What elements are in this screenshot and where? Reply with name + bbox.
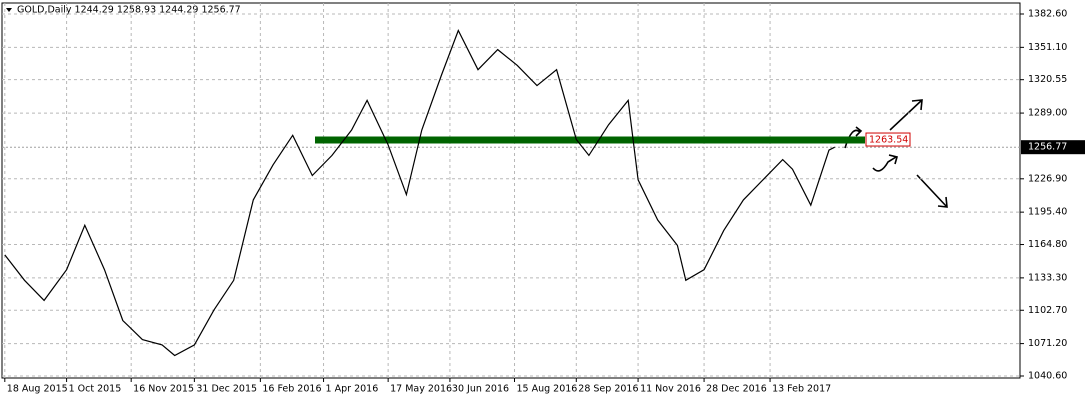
x-tick-label: 1 Oct 2015 bbox=[69, 384, 122, 395]
y-tick-label: 1320.55 bbox=[1028, 74, 1067, 85]
arrow bbox=[916, 174, 948, 208]
x-tick-label: 11 Nov 2016 bbox=[640, 384, 701, 395]
x-tick-label: 18 Aug 2015 bbox=[7, 384, 68, 395]
y-tick-label: 1164.80 bbox=[1028, 239, 1067, 250]
arrow bbox=[872, 154, 898, 172]
y-tick-label: 1289.00 bbox=[1028, 108, 1067, 119]
plot-frame bbox=[1, 2, 1021, 379]
level-label-box bbox=[865, 132, 911, 147]
y-tick-label: 1040.60 bbox=[1028, 370, 1067, 381]
x-tick-label: 28 Dec 2016 bbox=[706, 384, 767, 395]
x-tick-label: 16 Feb 2016 bbox=[262, 384, 321, 395]
y-tick-label: 1102.70 bbox=[1028, 305, 1067, 316]
y-tick-label: 1226.90 bbox=[1028, 173, 1067, 184]
y-tick-label: 1195.40 bbox=[1028, 207, 1067, 218]
arrow-head bbox=[855, 126, 863, 137]
y-tick-label: 1351.10 bbox=[1028, 42, 1067, 53]
arrow bbox=[889, 99, 923, 131]
x-tick-label: 28 Sep 2016 bbox=[578, 384, 638, 395]
menu-icon[interactable] bbox=[6, 8, 12, 12]
x-tick-label: 16 Nov 2015 bbox=[133, 384, 194, 395]
chart-title: GOLD,Daily 1244.29 1258.93 1244.29 1256.… bbox=[17, 5, 241, 16]
y-tick-label: 1382.60 bbox=[1028, 9, 1067, 20]
y-tick-label: 1133.30 bbox=[1028, 272, 1067, 283]
current-price-box bbox=[1021, 140, 1085, 155]
annotation-arrows bbox=[844, 99, 948, 208]
x-tick-label: 15 Aug 2016 bbox=[517, 384, 578, 395]
arrow bbox=[844, 129, 861, 149]
y-tick-label: 1071.20 bbox=[1028, 338, 1067, 349]
current-price-label: 1256.77 bbox=[1028, 142, 1067, 153]
price-line bbox=[4, 29, 835, 357]
x-tick-label: 1 Apr 2016 bbox=[326, 384, 379, 395]
x-tick-label: 31 Dec 2015 bbox=[196, 384, 257, 395]
x-tick-label: 30 Jun 2016 bbox=[452, 384, 509, 395]
x-tick-label: 17 May 2016 bbox=[390, 384, 452, 395]
level-label: 1263.54 bbox=[869, 135, 908, 146]
x-tick-label: 13 Feb 2017 bbox=[772, 384, 831, 395]
